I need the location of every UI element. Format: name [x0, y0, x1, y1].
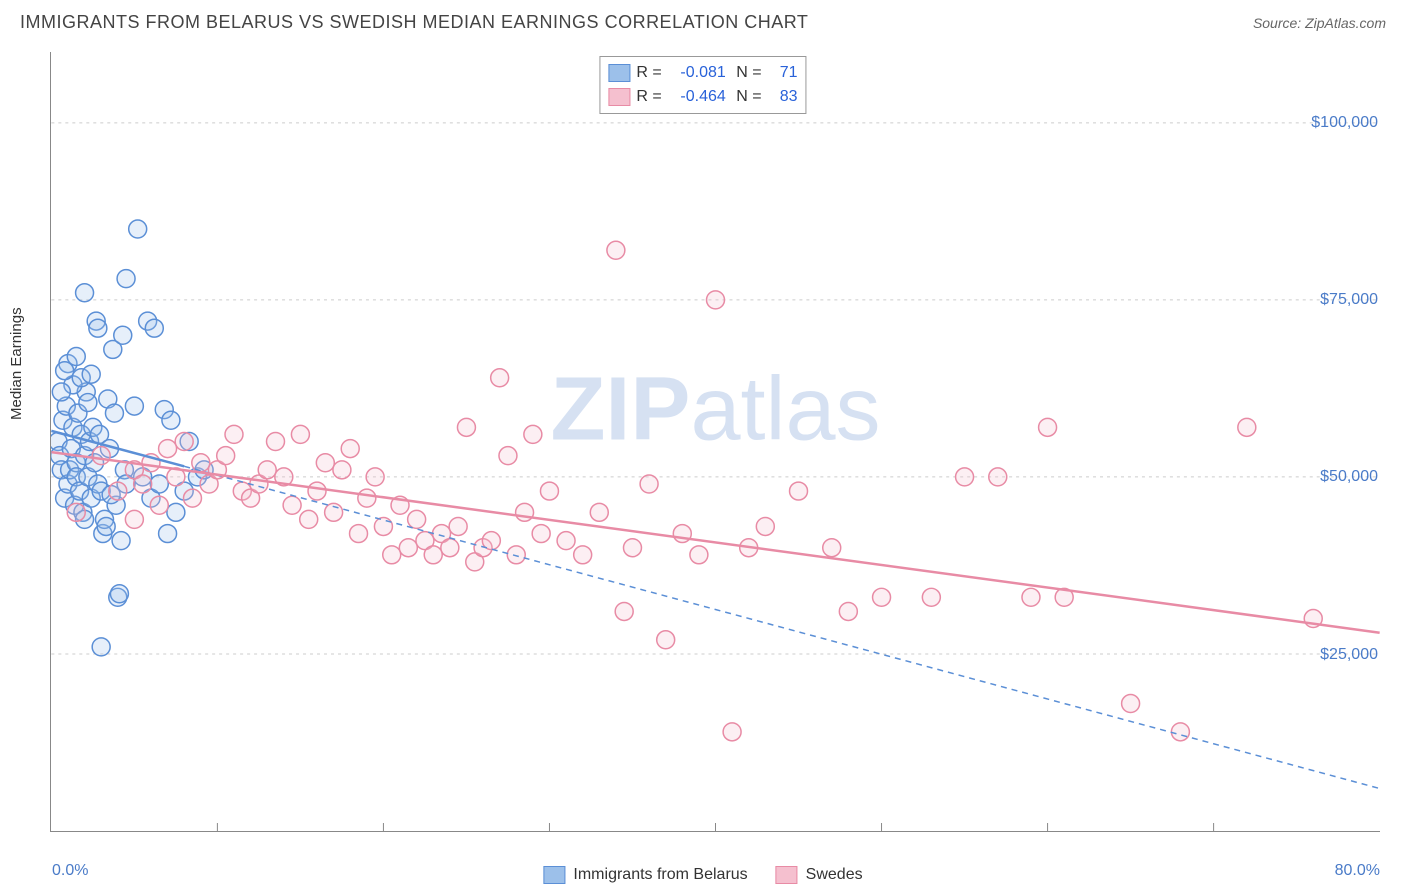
legend-swatch-belarus	[543, 866, 565, 884]
chart-title: IMMIGRANTS FROM BELARUS VS SWEDISH MEDIA…	[20, 12, 808, 33]
y-tick-label: $100,000	[1311, 114, 1378, 132]
y-tick-label: $25,000	[1320, 646, 1378, 664]
n-value-belarus: 71	[768, 61, 798, 85]
r-value-swedes: -0.464	[668, 85, 726, 109]
stats-row-belarus: R = -0.081 N = 71	[608, 61, 797, 85]
stats-row-swedes: R = -0.464 N = 83	[608, 85, 797, 109]
scatter-svg	[51, 52, 1380, 831]
chart-header: IMMIGRANTS FROM BELARUS VS SWEDISH MEDIA…	[0, 0, 1406, 41]
y-tick-label: $75,000	[1320, 291, 1378, 309]
swatch-belarus	[608, 64, 630, 82]
chart-plot-area: ZIPatlas	[50, 52, 1380, 832]
x-max-label: 80.0%	[1335, 862, 1380, 880]
legend-label-swedes: Swedes	[806, 866, 863, 884]
legend-swatch-swedes	[776, 866, 798, 884]
x-min-label: 0.0%	[52, 862, 88, 880]
n-value-swedes: 83	[768, 85, 798, 109]
y-axis-label: Median Earnings	[8, 307, 25, 420]
legend-item-belarus: Immigrants from Belarus	[543, 866, 747, 884]
stats-box: R = -0.081 N = 71 R = -0.464 N = 83	[599, 56, 806, 114]
legend-label-belarus: Immigrants from Belarus	[573, 866, 747, 884]
chart-source: Source: ZipAtlas.com	[1253, 15, 1386, 31]
y-tick-label: $50,000	[1320, 468, 1378, 486]
swatch-swedes	[608, 88, 630, 106]
legend-item-swedes: Swedes	[776, 866, 863, 884]
r-value-belarus: -0.081	[668, 61, 726, 85]
legend: Immigrants from Belarus Swedes	[543, 866, 862, 884]
